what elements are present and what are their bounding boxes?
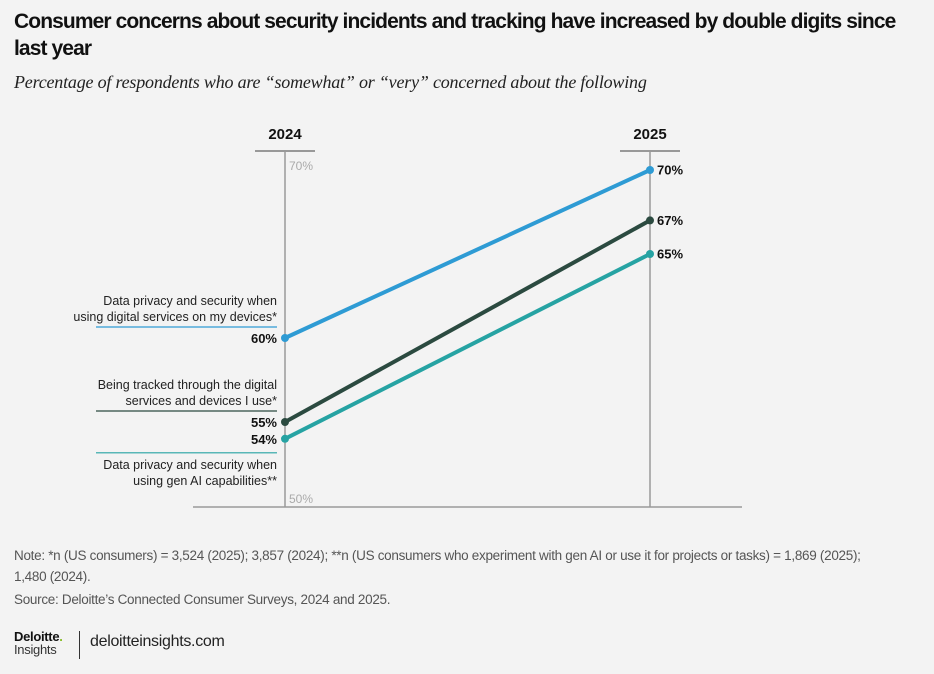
deloitte-insights-logo: Deloitte. Insights <box>14 630 63 656</box>
y-tick-bottom: 50% <box>289 492 313 506</box>
point-2025-2 <box>646 250 654 258</box>
series-label-0-line-1: using digital services on my devices* <box>73 310 277 324</box>
value-label-2025-2: 65% <box>657 247 683 262</box>
logo-brand: Deloitte <box>14 629 60 644</box>
series-line-2 <box>283 252 652 441</box>
y-tick-top: 70% <box>289 159 313 173</box>
series-label-0-line-0: Data privacy and security when <box>103 294 277 308</box>
series-label-1-line-1: services and devices I use* <box>126 394 278 408</box>
point-2025-1 <box>646 216 654 225</box>
value-label-2024-0: 60% <box>251 331 277 346</box>
note-line-2: 1,480 (2024). <box>14 569 91 584</box>
chart-source: Source: Deloitte’s Connected Consumer Su… <box>14 592 391 607</box>
point-2024-1 <box>281 418 289 426</box>
series-label-2-line-1: using gen AI capabilities** <box>133 474 277 488</box>
x-label-2025: 2025 <box>633 126 666 143</box>
point-2024-0 <box>281 334 289 342</box>
site-link[interactable]: deloitteinsights.com <box>90 633 225 650</box>
series-line-0 <box>283 168 652 340</box>
x-label-2024: 2024 <box>268 126 302 143</box>
series-line-1 <box>283 218 652 424</box>
value-label-2024-1: 55% <box>251 415 277 430</box>
note-line-1: Note: *n (US consumers) = 3,524 (2025); … <box>14 548 861 563</box>
value-label-2025-1: 67% <box>657 213 683 228</box>
point-2025-0 <box>646 166 654 174</box>
series-label-1-line-0: Being tracked through the digital <box>98 378 277 392</box>
chart-title: Consumer concerns about security inciden… <box>14 10 896 60</box>
slope-chart: 2024 2025 70% 50% 70% 60% Data privacy and… <box>73 126 742 508</box>
series-label-2-line-0: Data privacy and security when <box>103 458 277 472</box>
chart-subtitle: Percentage of respondents who are “somew… <box>14 72 647 92</box>
logo-sub: Insights <box>14 642 57 657</box>
value-label-2024-2: 54% <box>251 432 277 447</box>
chart-note: Note: *n (US consumers) = 3,524 (2025); … <box>14 545 929 587</box>
point-2024-2 <box>281 434 289 443</box>
logo-divider <box>79 631 80 659</box>
logo-dot: . <box>59 629 63 644</box>
value-label-2025-0: 70% <box>657 163 683 178</box>
